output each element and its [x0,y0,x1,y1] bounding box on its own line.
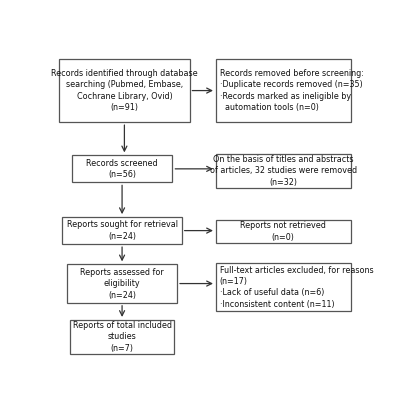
FancyBboxPatch shape [216,59,351,122]
FancyBboxPatch shape [216,220,351,243]
Text: Full-text articles excluded, for reasons
(n=17)
·Lack of useful data (n=6)
·Inco: Full-text articles excluded, for reasons… [220,265,373,309]
Text: Reports of total included
studies
(n=7): Reports of total included studies (n=7) [72,321,172,353]
Text: Reports sought for retrieval
(n=24): Reports sought for retrieval (n=24) [66,221,178,241]
Text: Reports assessed for
eligibility
(n=24): Reports assessed for eligibility (n=24) [80,267,164,300]
FancyBboxPatch shape [70,320,174,354]
Text: Reports not retrieved
(n=0): Reports not retrieved (n=0) [240,221,326,242]
Text: Records screened
(n=56): Records screened (n=56) [86,159,158,179]
FancyBboxPatch shape [216,154,351,188]
Text: Records removed before screening:
·Duplicate records removed (n=35)
·Records mar: Records removed before screening: ·Dupli… [220,69,364,112]
Text: Records identified through database
searching (Pubmed, Embase,
Cochrane Library,: Records identified through database sear… [51,69,198,112]
FancyBboxPatch shape [62,217,182,244]
FancyBboxPatch shape [216,263,351,311]
Text: On the basis of titles and abstracts
of articles, 32 studies were removed
(n=32): On the basis of titles and abstracts of … [210,155,357,186]
FancyBboxPatch shape [59,59,190,122]
FancyBboxPatch shape [72,155,172,182]
FancyBboxPatch shape [67,264,177,303]
